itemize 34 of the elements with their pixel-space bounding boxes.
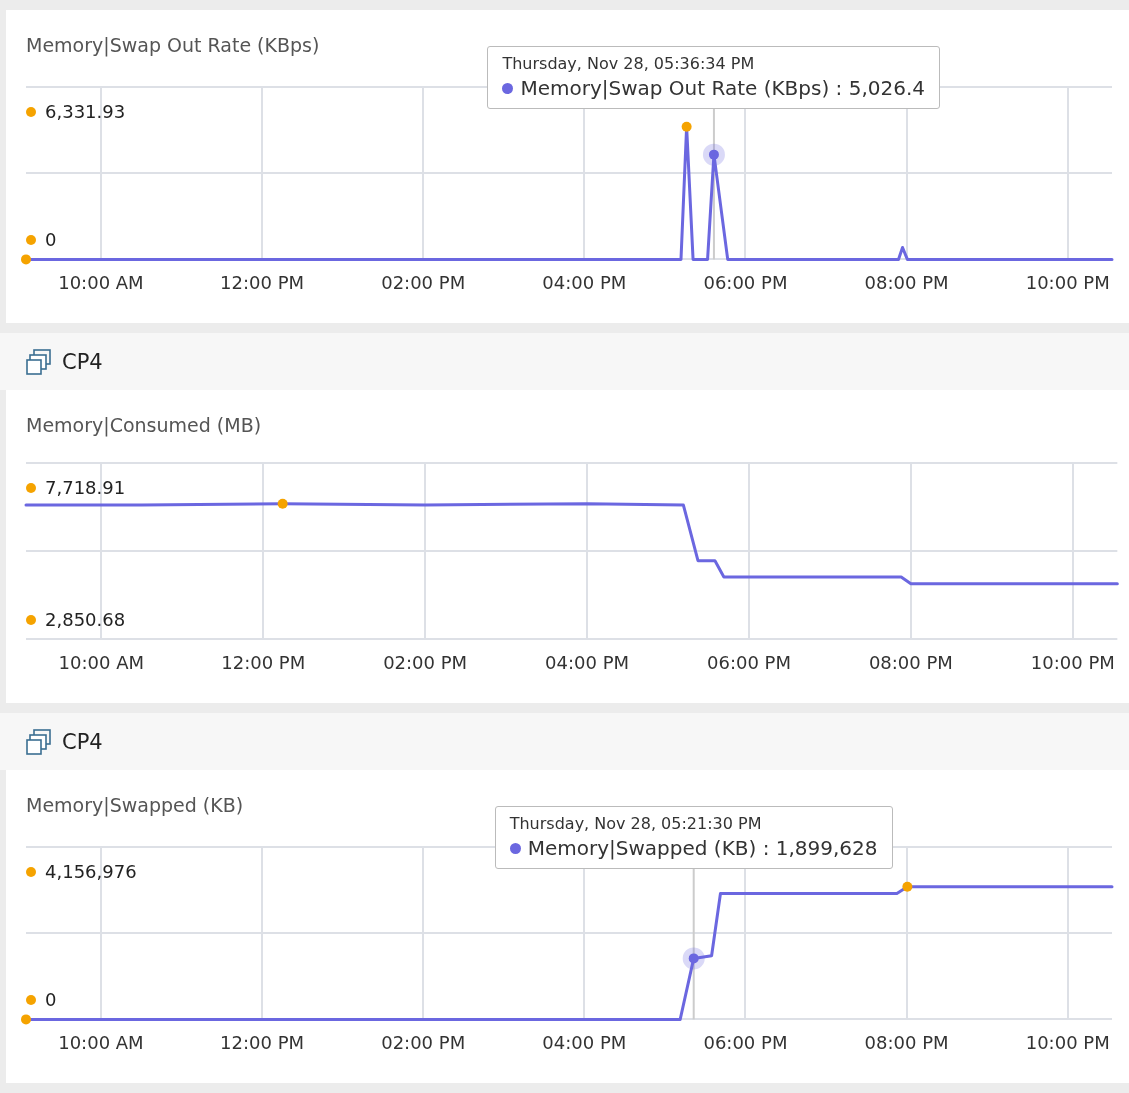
chart-title: CP4: [62, 349, 103, 374]
x-tick-label: 04:00 PM: [542, 1031, 627, 1053]
x-tick-label: 10:00 PM: [1025, 271, 1110, 293]
x-tick-label: 02:00 PM: [381, 1031, 466, 1053]
x-tick-label: 10:00 AM: [58, 1031, 144, 1053]
x-tick-label: 04:00 PM: [545, 651, 630, 673]
text: 4,156,976: [26, 861, 137, 882]
chart-title: CP4: [62, 729, 103, 754]
x-tick-label: 06:00 PM: [703, 271, 788, 293]
x-tick-label: 06:00 PM: [703, 1031, 788, 1053]
x-tick-label: 10:00 PM: [1030, 651, 1115, 673]
text: Thursday, Nov 28, 05:36:34 PM Memory|Swap Out Rate (KBps) : 5,026.4: [502, 54, 926, 101]
x-tick-label: 12:00 PM: [220, 271, 305, 293]
chart-subtitle: Memory|Swap Out Rate (KBps): [26, 34, 320, 56]
x-tick-label: 06:00 PM: [706, 651, 791, 673]
x-tick-label: 04:00 PM: [542, 271, 627, 293]
text: 7,718.91: [26, 477, 126, 498]
x-tick-label: 02:00 PM: [383, 651, 468, 673]
x-tick-label: 08:00 PM: [864, 1031, 949, 1053]
x-tick-label: 10:00 AM: [58, 651, 145, 673]
annotation: 2,850.68: [26, 609, 126, 631]
x-tick-label: 08:00 PM: [864, 271, 949, 293]
text: Thursday, Nov 28, 05:21:30 PM Memory|Swapped (KB) : 1,899,628: [509, 814, 878, 861]
x-tick-label: 12:00 PM: [220, 1031, 305, 1053]
x-tick-label: 02:00 PM: [381, 271, 466, 293]
annotation: 0: [26, 229, 57, 251]
x-tick-label: 12:00 PM: [221, 651, 306, 673]
annotation: 0: [26, 989, 57, 1011]
x-tick-label: 08:00 PM: [868, 651, 953, 673]
text: 6,331.93: [26, 101, 126, 122]
x-tick-label: 10:00 PM: [1025, 1031, 1110, 1053]
x-tick-label: 10:00 AM: [58, 271, 144, 293]
chart-subtitle: Memory|Consumed (MB): [26, 414, 262, 436]
chart-subtitle: Memory|Swapped (KB): [26, 794, 244, 816]
